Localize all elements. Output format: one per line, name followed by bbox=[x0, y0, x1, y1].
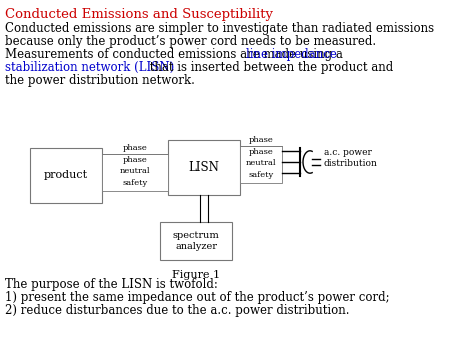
Bar bbox=[30, 148, 102, 203]
Text: phase: phase bbox=[122, 156, 148, 164]
Text: stabilization network (LISN): stabilization network (LISN) bbox=[5, 61, 174, 74]
Text: phase: phase bbox=[248, 148, 274, 156]
Text: neutral: neutral bbox=[246, 159, 276, 167]
Text: neutral: neutral bbox=[120, 167, 150, 175]
Text: phase: phase bbox=[248, 136, 274, 144]
Text: Conducted emissions are simpler to investigate than radiated emissions: Conducted emissions are simpler to inves… bbox=[5, 22, 434, 35]
Text: The purpose of the LISN is twofold:: The purpose of the LISN is twofold: bbox=[5, 278, 218, 291]
Text: a.c. power
distribution: a.c. power distribution bbox=[324, 148, 378, 168]
Bar bbox=[102, 154, 168, 191]
Text: because only the product’s power cord needs to be measured.: because only the product’s power cord ne… bbox=[5, 35, 376, 48]
Text: Conducted Emissions and Susceptibility: Conducted Emissions and Susceptibility bbox=[5, 8, 273, 21]
Text: that is inserted between the product and: that is inserted between the product and bbox=[146, 61, 393, 74]
Text: 2) reduce disturbances due to the a.c. power distribution.: 2) reduce disturbances due to the a.c. p… bbox=[5, 304, 350, 317]
Text: phase: phase bbox=[122, 144, 148, 152]
Text: safety: safety bbox=[248, 171, 274, 179]
Text: the power distribution network.: the power distribution network. bbox=[5, 74, 195, 87]
Text: Figure 1: Figure 1 bbox=[172, 270, 220, 280]
Text: 1) present the same impedance out of the product’s power cord;: 1) present the same impedance out of the… bbox=[5, 291, 390, 304]
Text: product: product bbox=[44, 170, 88, 180]
Bar bbox=[168, 140, 240, 195]
Bar bbox=[240, 146, 282, 183]
Text: line impedance: line impedance bbox=[246, 48, 337, 61]
Text: safety: safety bbox=[122, 179, 148, 187]
Text: LISN: LISN bbox=[189, 161, 220, 174]
Bar bbox=[160, 222, 232, 260]
Text: spectrum
analyzer: spectrum analyzer bbox=[173, 231, 220, 251]
Text: Measurements of conducted emissions are made using a: Measurements of conducted emissions are … bbox=[5, 48, 346, 61]
